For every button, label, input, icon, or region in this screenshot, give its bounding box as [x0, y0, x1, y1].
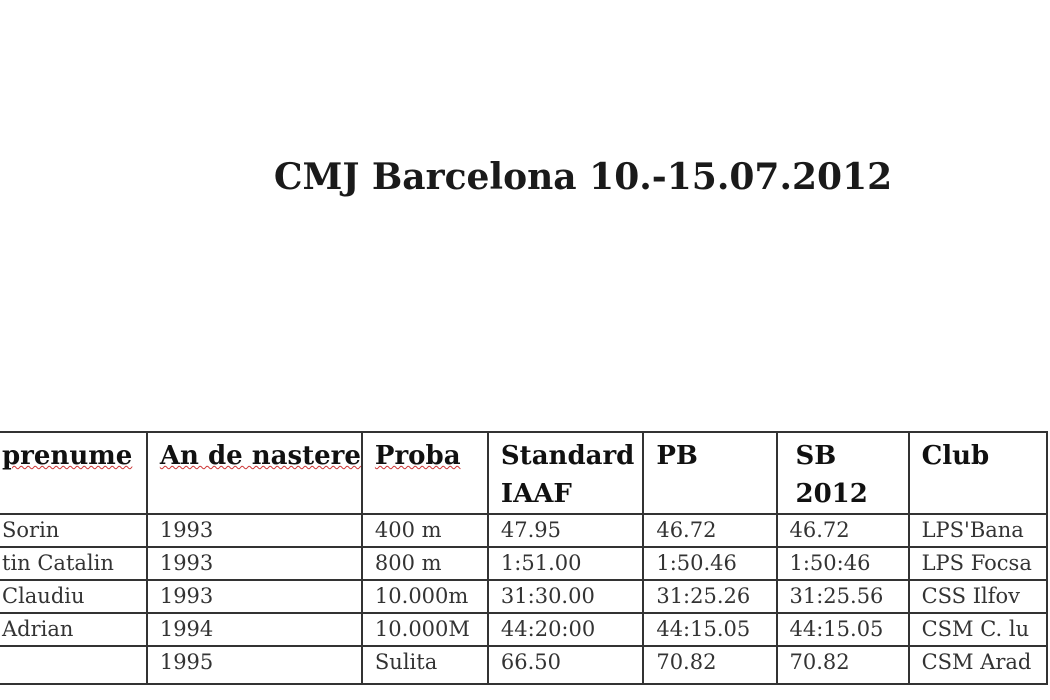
cell-name — [0, 645, 148, 685]
cell-club: CSM C. lu — [907, 612, 1049, 647]
table-header-row: prenume An de nastere Proba Standard IAA… — [0, 431, 1049, 515]
cell-name: tin Catalin — [0, 546, 148, 581]
header-club: Club — [907, 431, 1049, 515]
cell-name: Claudiu — [0, 579, 148, 614]
cell-event: 10.000M — [360, 612, 489, 647]
cell-sb: 70.82 — [775, 645, 910, 685]
cell-sb: 46.72 — [775, 513, 910, 548]
cell-club: CSS Ilfov — [907, 579, 1049, 614]
cell-sb: 1:50:46 — [775, 546, 910, 581]
cell-event: 10.000m — [360, 579, 489, 614]
cell-event: 800 m — [360, 546, 489, 581]
cell-event: 400 m — [360, 513, 489, 548]
cell-pb: 31:25.26 — [642, 579, 778, 614]
header-pb: PB — [642, 431, 778, 515]
header-birth-year: An de nastere — [145, 431, 363, 515]
cell-club: CSM Arad — [907, 645, 1049, 685]
header-event: Proba — [360, 431, 489, 515]
table-row: Adrian 1994 10.000M 44:20:00 44:15.05 44:15.0… — [0, 612, 1049, 647]
cell-pb: 44:15.05 — [642, 612, 778, 647]
cell-birth-year: 1993 — [145, 579, 363, 614]
cell-standard: 44:20:00 — [486, 612, 645, 647]
header-standard: Standard IAAF — [486, 431, 645, 515]
cell-pb: 70.82 — [642, 645, 778, 685]
cell-standard: 1:51.00 — [486, 546, 645, 581]
cell-name: Sorin — [0, 513, 148, 548]
document-title: CMJ Barcelona 10.-15.07.2012 — [273, 156, 893, 198]
table-row: 1995 Sulita 66.50 70.82 70.82 CSM Arad — [0, 645, 1049, 685]
cell-sb: 44:15.05 — [775, 612, 910, 647]
athletes-table: prenume An de nastere Proba Standard IAA… — [0, 431, 1049, 685]
cell-pb: 1:50.46 — [642, 546, 778, 581]
cell-name: Adrian — [0, 612, 148, 647]
cell-birth-year: 1994 — [145, 612, 363, 647]
table-row: tin Catalin 1993 800 m 1:51.00 1:50.46 1:50:4… — [0, 546, 1049, 581]
cell-birth-year: 1993 — [145, 546, 363, 581]
cell-pb: 46.72 — [642, 513, 778, 548]
table-row: Sorin 1993 400 m 47.95 46.72 46.72 LPS'Bana — [0, 513, 1049, 548]
cell-birth-year: 1995 — [145, 645, 363, 685]
cell-sb: 31:25.56 — [775, 579, 910, 614]
cell-standard: 66.50 — [486, 645, 645, 685]
header-sb: SB 2012 — [775, 431, 910, 515]
header-name: prenume — [0, 431, 148, 515]
cell-event: Sulita — [360, 645, 489, 685]
cell-birth-year: 1993 — [145, 513, 363, 548]
cell-standard: 47.95 — [486, 513, 645, 548]
cell-club: LPS'Bana — [907, 513, 1049, 548]
table-row: Claudiu 1993 10.000m 31:30.00 31:25.26 31:25.… — [0, 579, 1049, 614]
cell-club: LPS Focsa — [907, 546, 1049, 581]
cell-standard: 31:30.00 — [486, 579, 645, 614]
